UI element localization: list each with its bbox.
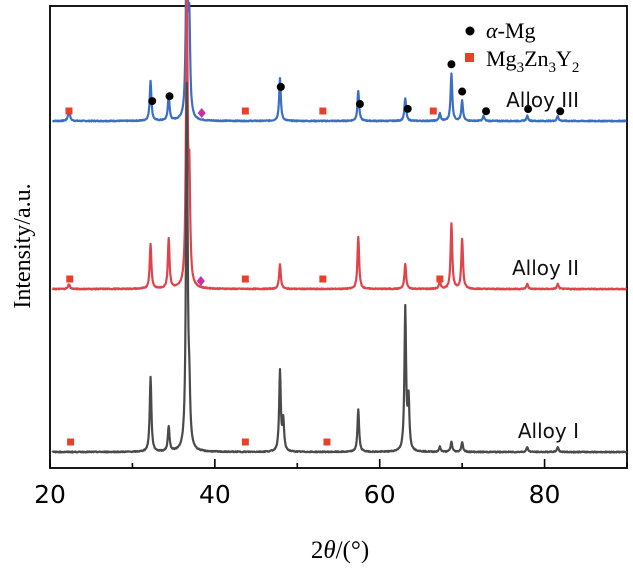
series-layer (51, 0, 628, 454)
diamond-marker (196, 276, 205, 286)
alpha-mg-marker (524, 105, 533, 114)
mg3zn3y2-marker (66, 275, 74, 283)
mg3zn3y2-marker (241, 107, 249, 115)
alpha-mg-marker (355, 100, 364, 109)
series-line-alloy-iii (51, 0, 628, 123)
mg3zn3y2-marker (323, 438, 331, 446)
alpha-mg-marker (482, 107, 491, 116)
marker-layer (65, 60, 565, 446)
legend: α-Mg Mg3Zn3Y2 (465, 18, 579, 76)
mg3zn3y2-marker (319, 107, 327, 115)
x-tick-label: 40 (199, 480, 231, 509)
legend-alpha-marker (465, 26, 475, 36)
legend-alpha-label: α-Mg (486, 18, 535, 43)
y-axis-label: Intensity/a.u. (10, 183, 36, 308)
x-axis-label: 2θ/(°) (311, 537, 369, 564)
alpha-mg-marker (148, 97, 157, 106)
legend-phase-label: Mg3Zn3Y2 (486, 46, 579, 76)
series-line-alloy-ii (51, 0, 628, 291)
mg3zn3y2-marker (319, 275, 327, 283)
alpha-mg-marker (403, 104, 412, 113)
diamond-marker (197, 108, 206, 118)
mg3zn3y2-marker (436, 275, 444, 283)
alpha-mg-marker (447, 60, 456, 69)
x-tick-label: 60 (364, 480, 396, 509)
alpha-mg-marker (276, 82, 285, 91)
mg3zn3y2-marker (241, 275, 249, 283)
series-label-layer: Alloy III Alloy II Alloy I (506, 88, 579, 443)
x-tick-label: 20 (34, 480, 66, 509)
alpha-mg-marker (556, 107, 565, 116)
series-line-alloy-i (51, 81, 628, 454)
alpha-mg-marker (165, 92, 174, 101)
mg3zn3y2-marker (429, 107, 437, 115)
mg3zn3y2-marker (241, 438, 249, 446)
tick-layer: 20 40 60 80 (34, 459, 628, 509)
mg3zn3y2-marker (67, 438, 75, 446)
plot-frame (49, 5, 628, 469)
x-tick-label: 80 (529, 480, 561, 509)
series-label-alloy-ii: Alloy II (512, 256, 579, 280)
alpha-mg-marker (458, 87, 467, 96)
series-label-alloy-i: Alloy I (518, 419, 579, 443)
legend-phase-marker (465, 53, 474, 62)
series-label-alloy-iii: Alloy III (506, 88, 579, 112)
mg3zn3y2-marker (65, 107, 73, 115)
